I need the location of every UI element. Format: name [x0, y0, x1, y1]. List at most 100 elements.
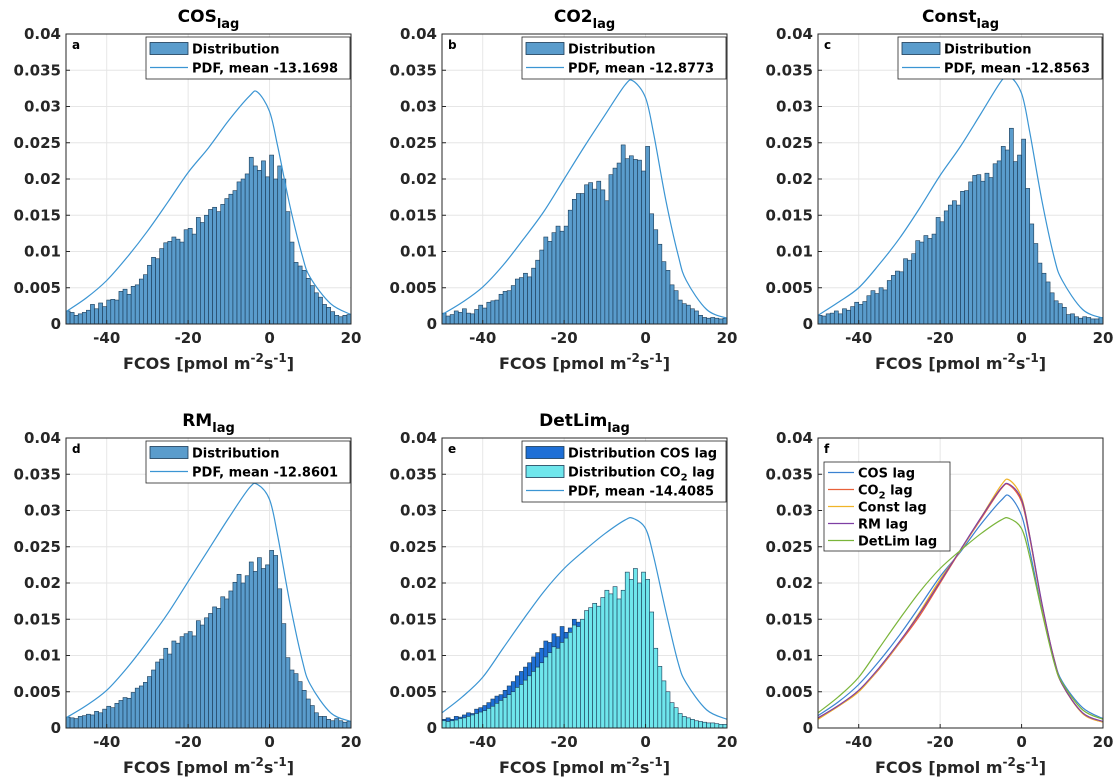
histogram-bar — [1000, 146, 1006, 325]
histogram-bar — [212, 206, 217, 325]
legend-label-part: Distribution — [192, 447, 279, 462]
histogram-bar — [1094, 318, 1100, 325]
histogram-bar — [911, 253, 917, 325]
histogram-bar — [232, 190, 238, 325]
histogram-bar — [183, 633, 189, 729]
histogram-bar — [228, 590, 234, 729]
histogram-bar — [81, 312, 87, 325]
histogram-bar — [563, 637, 569, 729]
histogram-bar — [592, 188, 598, 325]
y-tick-label: 0.01 — [400, 243, 437, 261]
histogram-bar — [466, 312, 471, 325]
histogram-bar — [624, 571, 630, 729]
y-tick-label: 0 — [427, 719, 437, 737]
histogram-bar — [669, 702, 675, 729]
histogram-bar — [571, 199, 577, 325]
histogram-bar — [167, 653, 173, 729]
x-tick-label: 20 — [717, 329, 738, 347]
histogram-bar — [232, 581, 238, 729]
y-tick-label: 0.01 — [24, 243, 61, 261]
histogram-bar — [338, 720, 344, 729]
histogram-bar — [616, 162, 622, 325]
histogram-bar — [690, 308, 695, 325]
x-tick-label: -20 — [551, 329, 578, 347]
histogram-bar — [722, 317, 728, 325]
x-tick-label: -40 — [845, 733, 872, 751]
y-tick-label: 0.015 — [390, 610, 437, 628]
series-line-3 — [817, 482, 1104, 723]
histogram-bar — [960, 191, 965, 325]
y-tick-label: 0 — [427, 315, 437, 333]
histogram-bar — [73, 314, 79, 325]
x-axis-label: FCOS [pmol m-2s-1] — [499, 755, 670, 777]
histogram-bar — [334, 718, 340, 729]
y-tick-label: 0.005 — [766, 683, 813, 701]
histogram-bar — [77, 313, 83, 325]
histogram-bar — [94, 308, 99, 325]
histogram-bar — [645, 146, 650, 325]
x-tick-label: 20 — [717, 733, 738, 751]
histogram-bar — [992, 163, 998, 325]
x-axis-label-part: s — [264, 758, 274, 777]
histogram-bar — [305, 278, 311, 325]
legend-label: PDF, mean -13.1698 — [192, 62, 338, 77]
histogram-bar — [612, 586, 618, 729]
histogram-bar — [817, 314, 823, 325]
x-tick-label: 20 — [341, 329, 362, 347]
histogram-bar — [122, 288, 128, 325]
histogram-bar — [126, 697, 132, 729]
y-tick-label: 0.015 — [766, 610, 813, 628]
histogram-bar — [457, 718, 463, 729]
histogram-bar — [244, 575, 250, 729]
histogram-bar — [685, 304, 691, 325]
y-tick-label: 0.02 — [400, 170, 437, 188]
histogram-bar — [694, 310, 699, 325]
pdf-line — [65, 90, 352, 316]
histogram-bar — [457, 312, 463, 325]
histogram-bar — [620, 144, 626, 325]
histogram-bar — [482, 710, 488, 729]
histogram-bar — [555, 647, 561, 729]
histogram-bar — [314, 292, 319, 325]
panel-c: 0 0.005 0.01 0.015 0.02 0.025 0.03 0.035 0.04 -40… — [766, 7, 1114, 373]
histogram-bar — [510, 691, 516, 729]
histogram-bar — [474, 713, 479, 729]
histogram-bar — [702, 721, 707, 729]
histogram-bar — [122, 697, 128, 729]
histogram-bar — [269, 550, 274, 729]
histogram-bar — [236, 181, 242, 325]
histogram-bar — [694, 720, 699, 729]
histogram-bar — [1029, 223, 1035, 325]
histogram-bar — [862, 301, 868, 325]
histogram-bar — [1086, 317, 1092, 325]
histogram-bar — [858, 304, 864, 325]
y-tick-label: 0.04 — [400, 429, 437, 447]
histogram-bar — [171, 640, 177, 729]
histogram-bar — [498, 293, 504, 325]
histogram-bar — [257, 557, 262, 729]
histogram-bar — [539, 249, 545, 325]
histogram-bar — [996, 160, 1002, 325]
x-axis-label-part: -2 — [627, 351, 640, 365]
histogram-bar — [907, 259, 912, 325]
histogram-bar — [649, 213, 655, 325]
histogram-bar — [681, 303, 687, 325]
histogram-bar — [673, 707, 679, 729]
bar-series-0 — [817, 127, 1104, 325]
histogram-bar — [833, 310, 839, 325]
panel-title: COSlag — [178, 7, 240, 32]
x-axis-label-part: ] — [663, 758, 670, 777]
histogram-bar — [641, 170, 646, 325]
histogram-bar — [1021, 138, 1026, 325]
histogram-bar — [882, 289, 888, 325]
histogram-bar — [212, 606, 217, 729]
histogram-bar — [968, 181, 974, 325]
histogram-bar — [204, 214, 209, 325]
histogram-bar — [502, 291, 508, 325]
histogram-bar — [261, 160, 266, 325]
histogram-bar — [449, 314, 455, 325]
histogram-bar — [309, 705, 315, 729]
histogram-bar — [470, 714, 475, 729]
panel-letter: b — [448, 38, 457, 52]
